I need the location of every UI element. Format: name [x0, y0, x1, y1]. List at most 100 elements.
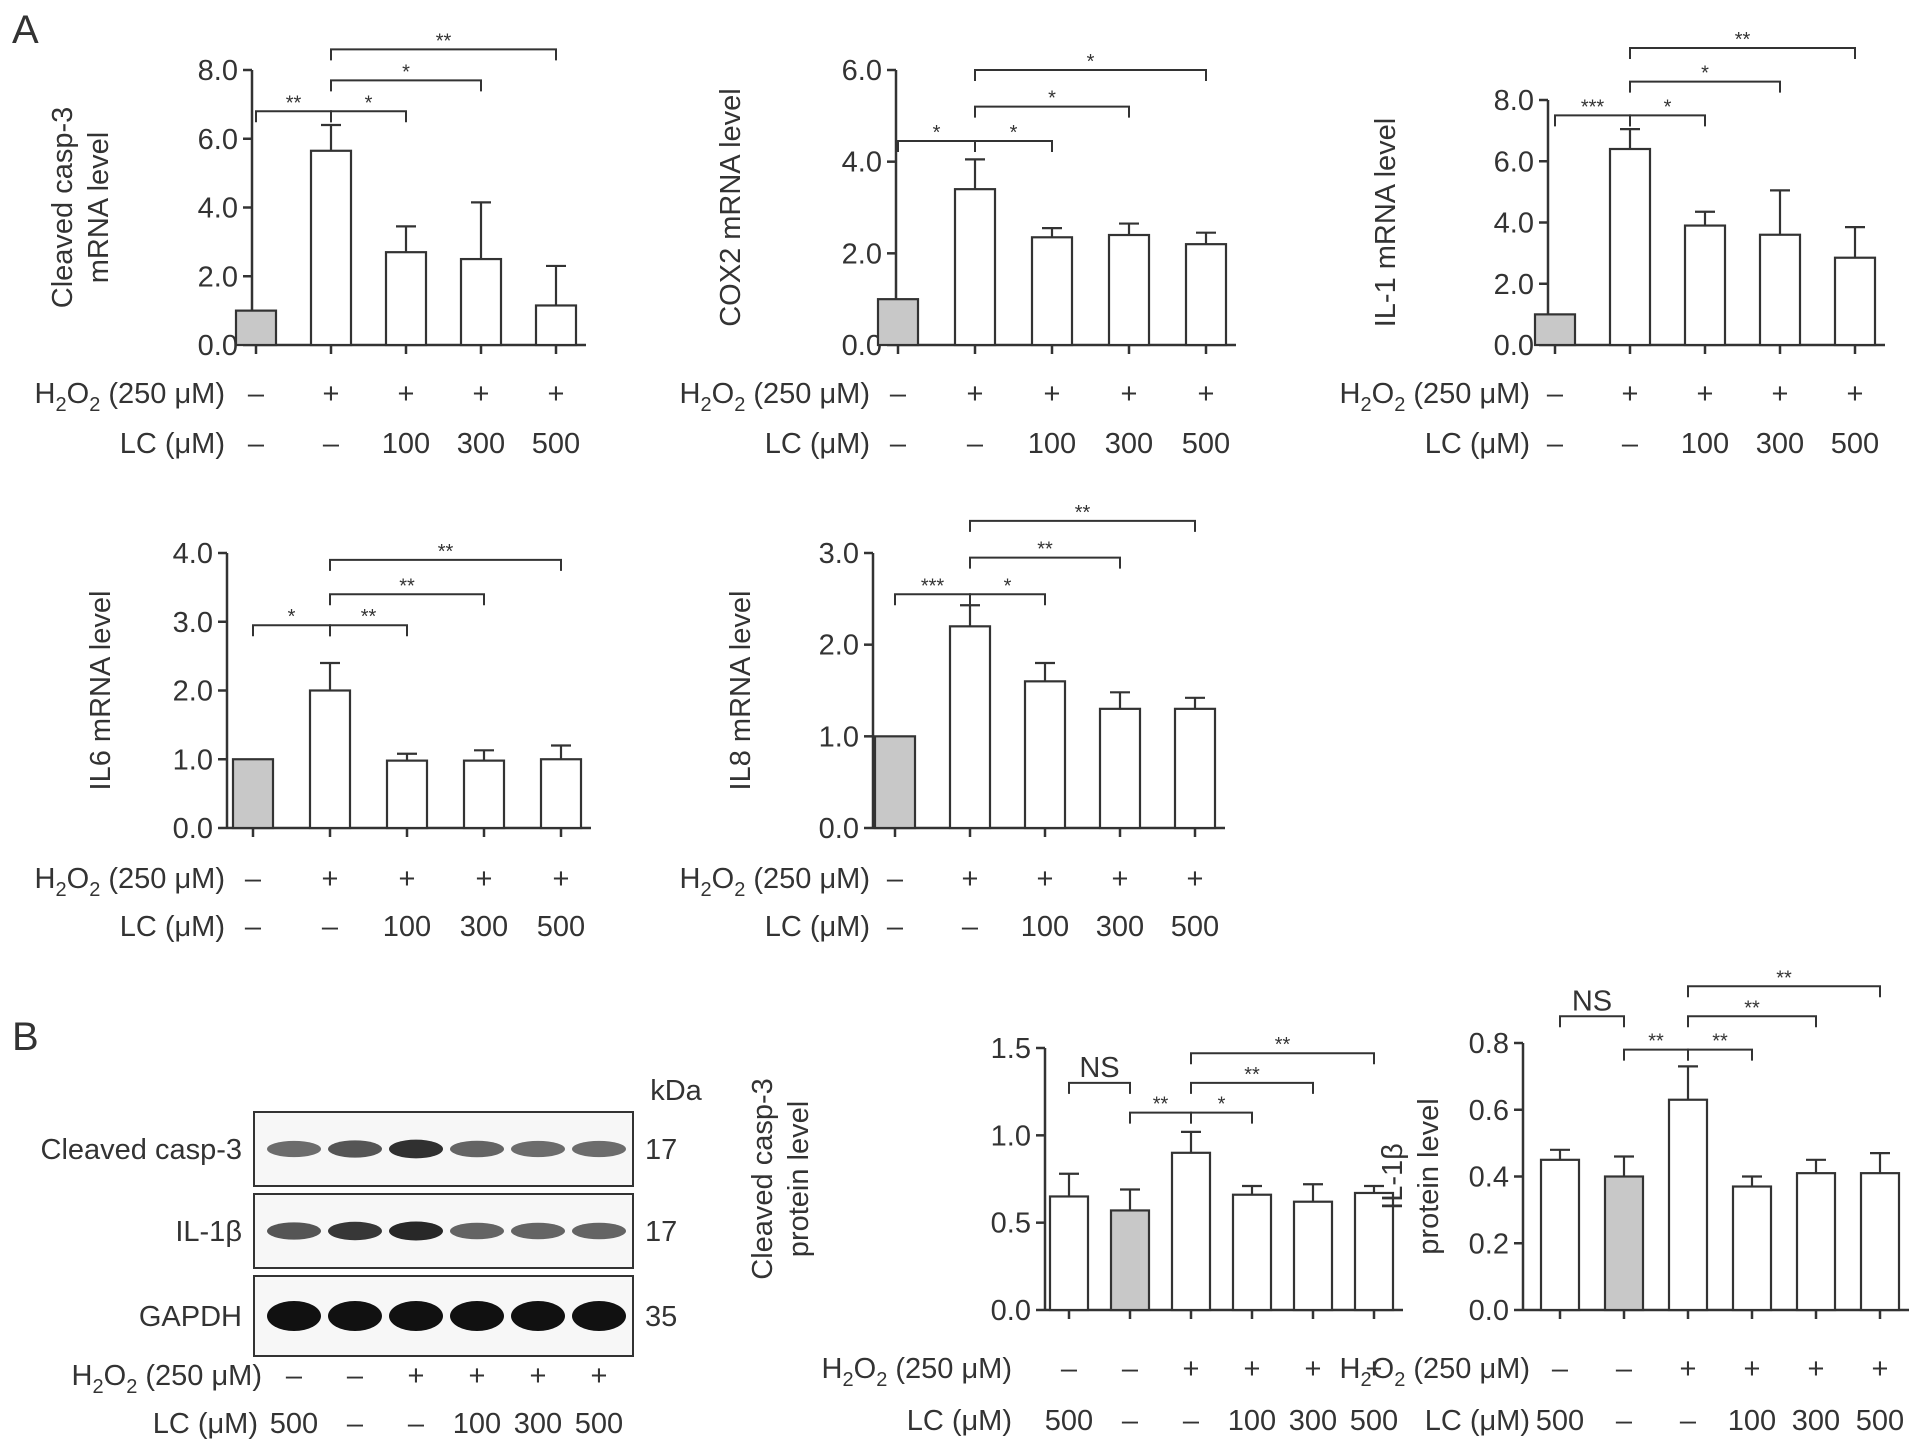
h2o2-label-part: (250 μM) [100, 863, 225, 895]
blot-band [572, 1140, 626, 1158]
blot-band [511, 1140, 565, 1158]
h2o2-label-part: (250 μM) [887, 1353, 1012, 1385]
chart-3: 0.02.04.06.08.0IL-1 mRNA level*** ****H2O… [1340, 29, 1885, 460]
h2o2-value: + [1697, 378, 1714, 410]
lc-value: 100 [1228, 1405, 1276, 1437]
kda-value: 17 [645, 1216, 677, 1248]
y-tick-label: 0.0 [173, 813, 213, 845]
lc-value: 500 [1045, 1405, 1093, 1437]
blot-band [572, 1301, 626, 1331]
lc-value: 500 [1536, 1405, 1584, 1437]
lc-value: – [408, 1408, 425, 1440]
significance-label: ** [361, 606, 377, 628]
bar [384, 251, 428, 347]
y-tick-label: 1.0 [991, 1120, 1031, 1152]
significance-label: ** [1037, 539, 1053, 561]
lc-value: 300 [460, 911, 508, 943]
y-tick-label: 0.8 [1469, 1028, 1509, 1060]
lc-row-label: LC (μM) [1425, 1405, 1530, 1437]
h2o2-value: + [323, 378, 340, 410]
h2o2-value: – [1552, 1353, 1569, 1385]
h2o2-label-part: (250 μM) [745, 378, 870, 410]
significance-bracket [329, 593, 485, 606]
h2o2-value: + [1622, 378, 1639, 410]
bar [1603, 1175, 1645, 1312]
h2o2-label-part: H [1340, 1353, 1361, 1385]
bar [1608, 147, 1652, 347]
significance-bracket [330, 110, 407, 123]
h2o2-row-label: H2O2 (250 μM) [1340, 1353, 1530, 1391]
bar [1173, 707, 1217, 830]
significance-bracket [1687, 985, 1881, 998]
significance-bracket [1687, 1015, 1817, 1028]
y-tick-label: 0.0 [991, 1295, 1031, 1327]
y-tick-label: 6.0 [198, 124, 238, 156]
blot-band [328, 1301, 382, 1331]
y-tick-label: 3.0 [173, 607, 213, 639]
blot-band [389, 1221, 443, 1241]
h2o2-row-label: H2O2 (250 μM) [680, 378, 870, 416]
lc-value: – [967, 428, 984, 460]
h2o2-label-part: H [822, 1353, 843, 1385]
bar [1683, 224, 1727, 347]
significance-bracket [974, 140, 1053, 153]
significance-bracket [1629, 114, 1706, 127]
lc-value: 300 [1105, 428, 1153, 460]
bar [1758, 233, 1802, 347]
h2o2-label-part: O [712, 863, 735, 895]
h2o2-label-part: 2 [56, 394, 67, 416]
h2o2-value: + [476, 863, 493, 895]
y-tick-label: 0.0 [819, 813, 859, 845]
bar [1859, 1172, 1901, 1312]
significance-bracket [329, 624, 408, 637]
h2o2-label-part: 2 [734, 394, 745, 416]
bar [1795, 1172, 1837, 1312]
h2o2-row-label: H2O2 (250 μM) [822, 1353, 1012, 1391]
significance-label: * [1218, 1094, 1226, 1116]
h2o2-value: – [245, 863, 262, 895]
significance-label: ** [1735, 29, 1751, 51]
significance-label: ** [438, 541, 454, 563]
h2o2-label-part: O [1372, 378, 1395, 410]
significance-label: ** [1648, 1031, 1664, 1053]
lc-value: – [887, 911, 904, 943]
bar [1109, 1209, 1151, 1312]
bar [1731, 1185, 1773, 1312]
h2o2-label-part: O [1372, 1353, 1395, 1385]
h2o2-value: – [347, 1360, 364, 1392]
h2o2-value: + [1744, 1353, 1761, 1385]
significance-label: * [288, 606, 296, 628]
blot-row-label: GAPDH [139, 1301, 242, 1333]
h2o2-value: + [967, 378, 984, 410]
bar [385, 759, 429, 830]
lc-value: 500 [1182, 428, 1230, 460]
panel-b-label: B [12, 1015, 39, 1059]
h2o2-label-part: O [104, 1360, 127, 1392]
blot-band [450, 1222, 504, 1240]
y-tick-label: 4.0 [1494, 208, 1534, 240]
blot-box [253, 1111, 634, 1187]
bar [876, 298, 920, 347]
chart-6: 0.0 0.5 1.0 1.5 Cleaved casp-3 protein level N… [747, 1033, 1403, 1437]
significance-label: * [1664, 96, 1672, 118]
lc-row-label: LC (μM) [120, 911, 225, 943]
blot-band [267, 1222, 321, 1240]
y-tick-label: 2.0 [173, 676, 213, 708]
lc-row-label: LC (μM) [120, 428, 225, 460]
h2o2-label-part: 2 [701, 394, 712, 416]
y-tick-label: 2.0 [819, 630, 859, 662]
lc-value: – [323, 428, 340, 460]
significance-bracket [1629, 80, 1781, 93]
lc-value: – [1622, 428, 1639, 460]
h2o2-row-label: H2O2 (250 μM) [35, 378, 225, 416]
h2o2-value: + [530, 1360, 547, 1392]
y-tick-label: 0.5 [991, 1208, 1031, 1240]
lc-value: 100 [383, 911, 431, 943]
lc-value: 300 [1289, 1405, 1337, 1437]
chart-7: 0.0 0.2 0.4 0.6 0.8 IL-1β protein level NS ** ** *… [1340, 967, 1909, 1437]
y-tick-label: 3.0 [819, 538, 859, 570]
h2o2-label-part: 2 [56, 879, 67, 901]
h2o2-value: + [1847, 378, 1864, 410]
